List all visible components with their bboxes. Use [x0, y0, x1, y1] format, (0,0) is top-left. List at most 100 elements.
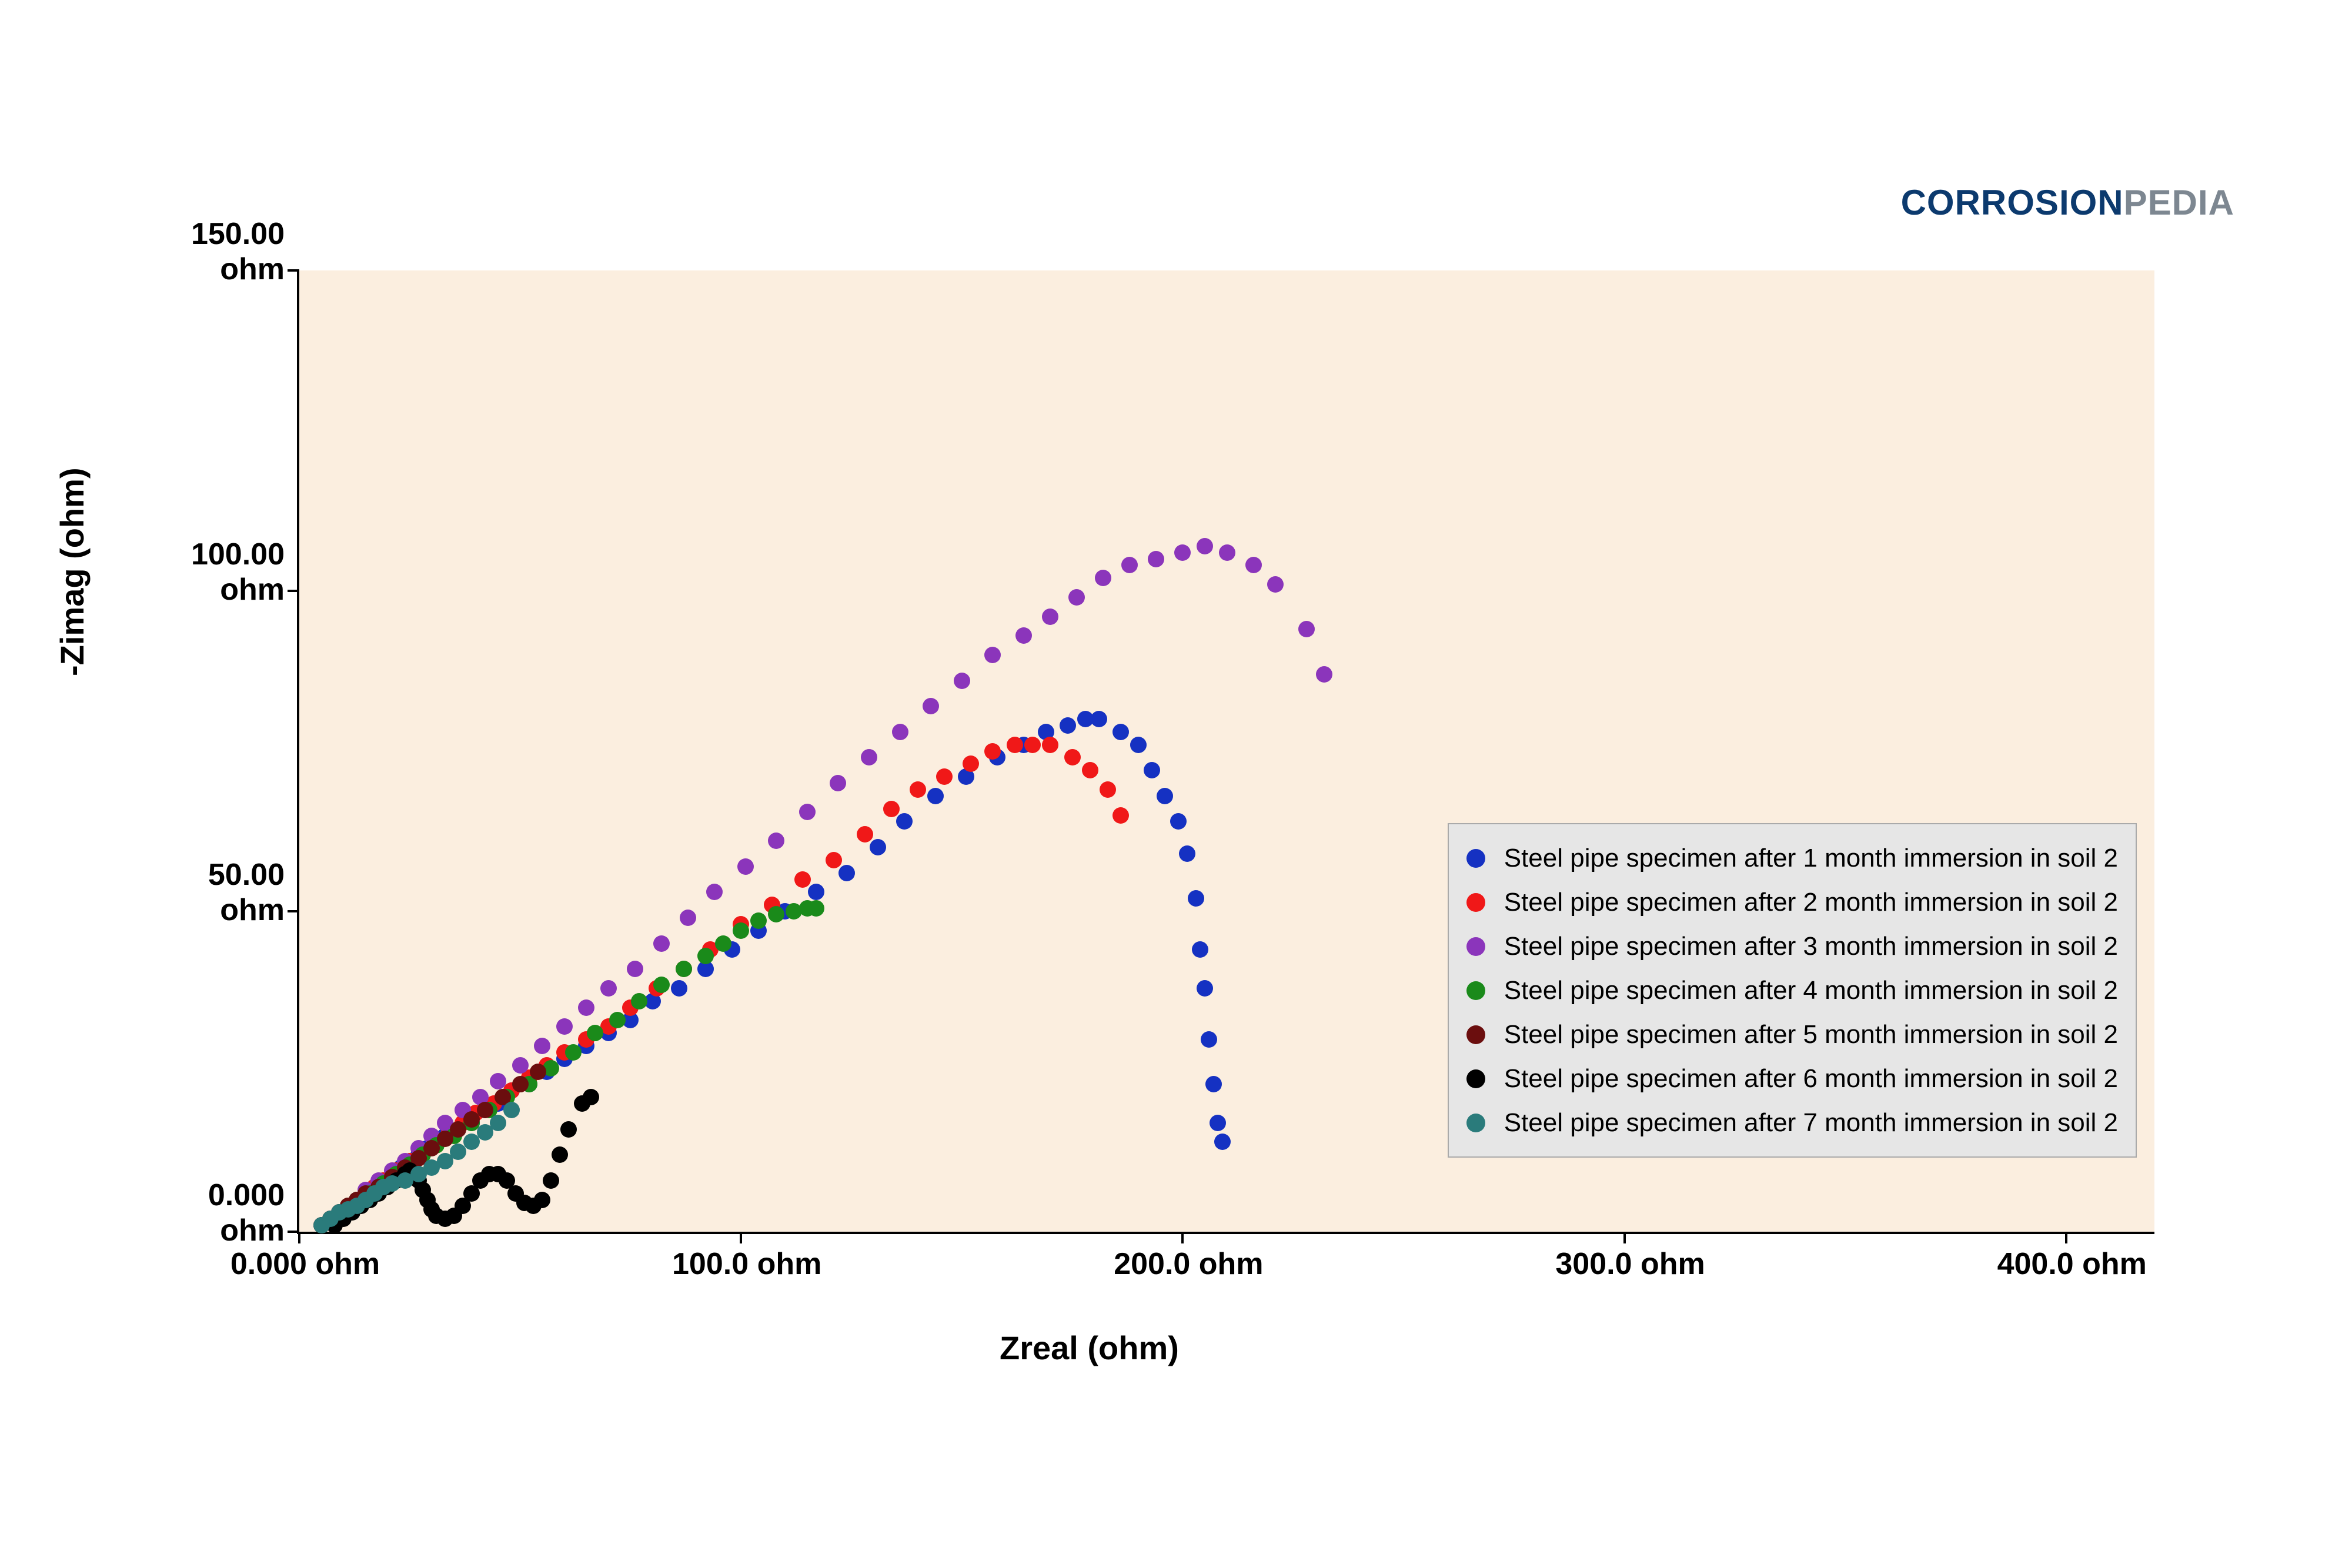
data-point [1174, 544, 1191, 561]
y-tick-label: 50.00 ohm [208, 857, 285, 928]
legend-item: Steel pipe specimen after 2 month immers… [1466, 880, 2118, 924]
data-point [1060, 717, 1076, 734]
data-point [1112, 724, 1129, 740]
data-point [534, 1038, 550, 1054]
data-point [1144, 762, 1160, 778]
data-point [1170, 813, 1187, 830]
y-tick [288, 1231, 299, 1233]
data-point [768, 833, 784, 849]
data-point [490, 1073, 506, 1089]
data-point [927, 788, 944, 804]
data-point [680, 910, 696, 926]
y-axis-title: -Zimag (ohm) [53, 467, 91, 676]
data-point [556, 1018, 573, 1035]
data-point [715, 935, 731, 952]
legend-label: Steel pipe specimen after 7 month immers… [1504, 1108, 2118, 1138]
y-tick-label: 0.000 ohm [208, 1178, 285, 1248]
data-point [799, 804, 816, 820]
x-axis-title: Zreal (ohm) [1000, 1329, 1179, 1367]
data-point [1024, 737, 1041, 753]
data-point [583, 1089, 599, 1105]
legend-swatch-icon [1466, 981, 1485, 1000]
x-tick [298, 1232, 300, 1243]
data-point [896, 813, 913, 830]
data-point [534, 1192, 550, 1208]
data-point [737, 858, 754, 875]
legend-item: Steel pipe specimen after 4 month immers… [1466, 968, 2118, 1012]
legend-swatch-icon [1466, 937, 1485, 956]
brand-logo: CORROSIONPEDIA [1901, 182, 2234, 223]
data-point [861, 749, 877, 765]
x-tick-label: 0.000 ohm [229, 1246, 382, 1282]
x-tick-label: 400.0 ohm [1996, 1246, 2149, 1282]
data-point [1201, 1031, 1217, 1048]
data-point [1157, 788, 1173, 804]
logo-text-a: CORROSION [1901, 183, 2124, 222]
data-point [892, 724, 908, 740]
data-point [1082, 762, 1098, 778]
data-point [838, 865, 855, 881]
x-tick-label: 200.0 ohm [1112, 1246, 1265, 1282]
data-point [587, 1025, 603, 1041]
data-point [1007, 737, 1023, 753]
legend-item: Steel pipe specimen after 5 month immers… [1466, 1012, 2118, 1057]
data-point [1042, 609, 1058, 625]
data-point [984, 647, 1001, 663]
data-point [1197, 538, 1213, 554]
data-point [826, 852, 842, 868]
x-tick [2065, 1232, 2067, 1243]
data-point [671, 980, 687, 997]
legend-label: Steel pipe specimen after 3 month immers… [1504, 932, 2118, 961]
legend-swatch-icon [1466, 1069, 1485, 1088]
data-point [1316, 666, 1332, 683]
data-point [1245, 557, 1262, 573]
x-tick [1181, 1232, 1184, 1243]
data-point [733, 922, 749, 939]
legend-label: Steel pipe specimen after 5 month immers… [1504, 1020, 2118, 1049]
x-tick-label: 100.0 ohm [670, 1246, 823, 1282]
data-point [627, 961, 643, 977]
legend-item: Steel pipe specimen after 3 month immers… [1466, 924, 2118, 968]
y-tick [288, 269, 299, 272]
data-point [676, 961, 692, 977]
y-tick [288, 910, 299, 912]
legend: Steel pipe specimen after 1 month immers… [1448, 823, 2137, 1158]
data-point [552, 1146, 568, 1163]
data-point [883, 801, 900, 817]
data-point [1095, 570, 1111, 586]
data-point [1205, 1076, 1222, 1092]
data-point [1197, 980, 1213, 997]
data-point [936, 768, 953, 785]
data-point [1068, 589, 1085, 606]
data-point [808, 884, 824, 900]
data-point [750, 912, 767, 929]
data-point [490, 1115, 506, 1131]
data-point [653, 935, 670, 952]
data-point [984, 743, 1001, 760]
data-point [1210, 1115, 1226, 1131]
data-point [1091, 711, 1107, 727]
data-point [600, 980, 617, 997]
page: CORROSIONPEDIA 0.000 ohm50.00 ohm100.00 … [0, 0, 2352, 1568]
x-tick-label: 300.0 ohm [1554, 1246, 1707, 1282]
logo-text-b: PEDIA [2124, 183, 2234, 222]
data-point [530, 1064, 546, 1080]
data-point [910, 781, 926, 798]
data-point [1042, 737, 1058, 753]
data-point [1015, 627, 1032, 644]
data-point [1214, 1134, 1231, 1150]
legend-item: Steel pipe specimen after 7 month immers… [1466, 1101, 2118, 1145]
legend-label: Steel pipe specimen after 1 month immers… [1504, 844, 2118, 873]
data-point [543, 1172, 559, 1189]
x-tick [740, 1232, 742, 1243]
data-point [578, 999, 594, 1016]
data-point [954, 673, 970, 689]
data-point [1064, 749, 1081, 765]
data-point [1148, 551, 1164, 567]
data-point [565, 1044, 582, 1061]
data-point [1219, 544, 1235, 561]
data-point [1192, 941, 1208, 958]
data-point [477, 1102, 493, 1118]
data-point [512, 1057, 529, 1074]
data-point [963, 755, 979, 772]
